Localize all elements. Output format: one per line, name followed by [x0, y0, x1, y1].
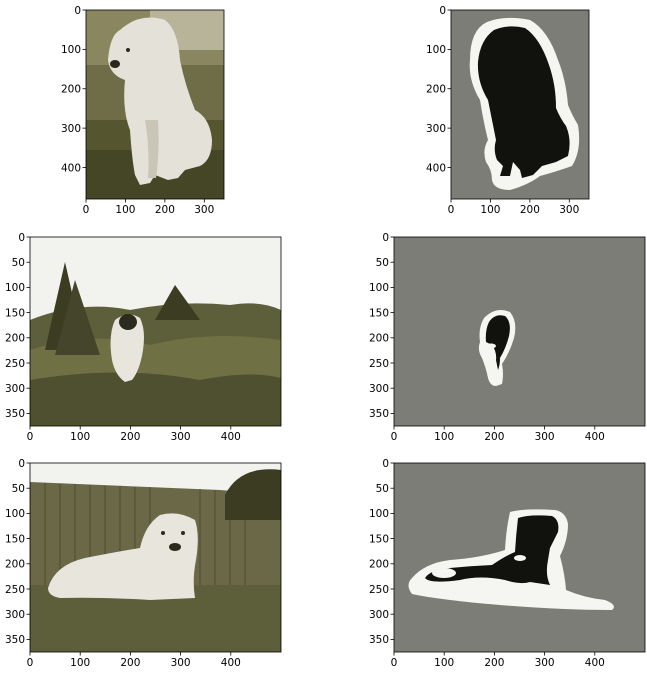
y-tick-label: 100: [5, 282, 25, 294]
photo-image-2: [30, 237, 281, 426]
x-tick-label: 400: [221, 657, 241, 669]
y-tick-label: 100: [369, 508, 389, 520]
y-tick-label: 100: [426, 44, 446, 56]
y-tick-label: 300: [369, 609, 389, 621]
y-tick-label: 0: [74, 5, 81, 17]
y-tick-label: 400: [61, 162, 81, 174]
y-tick-label: 150: [369, 307, 389, 319]
y-tick-label: 200: [369, 559, 389, 571]
panel-mask-3: 0 100 200 300 400 0 50 100 150 200 250 300 350: [369, 458, 646, 669]
y-tick-label: 350: [5, 634, 25, 646]
x-tick-label: 300: [535, 431, 555, 443]
x-tick-label: 0: [391, 431, 398, 443]
x-tick-label: 0: [448, 204, 455, 216]
x-tick-label: 300: [194, 204, 214, 216]
axes-frame: [450, 9, 590, 200]
axes-frame: [29, 462, 282, 653]
x-tick-label: 200: [484, 657, 504, 669]
y-tick-label: 300: [369, 383, 389, 395]
y-tick-label: 150: [369, 533, 389, 545]
x-tick-label: 100: [70, 657, 90, 669]
x-tick-label: 200: [520, 204, 540, 216]
axes-image-1: 0 100 200 300 0 100 200 300 400: [61, 5, 214, 216]
mask-image-2: [394, 237, 645, 426]
x-tick-label: 0: [391, 657, 398, 669]
x-tick-label: 200: [484, 431, 504, 443]
axes-image-2: 0 100 200 300 400 0 50 100 150 200 250 300 350: [5, 232, 241, 443]
x-tick-label: 300: [535, 657, 555, 669]
y-tick-label: 300: [5, 609, 25, 621]
panel-image-1: 0 100 200 300 0 100 200 300 400: [61, 5, 225, 216]
y-tick-label: 150: [5, 307, 25, 319]
y-tick-label: 300: [61, 123, 81, 135]
y-tick-label: 200: [426, 84, 446, 96]
y-tick-label: 200: [369, 333, 389, 345]
y-tick-label: 100: [369, 282, 389, 294]
panel-image-3: 0 100 200 300 400 0 50 100 150 200 250 300 350: [5, 458, 282, 669]
axes-frame: [85, 9, 225, 200]
x-tick-label: 100: [434, 431, 454, 443]
y-tick-label: 350: [5, 408, 25, 420]
y-tick-label: 0: [382, 458, 389, 470]
panel-mask-1: 0 100 200 300 0 100 200 300 400: [426, 5, 590, 216]
axes-frame: [393, 236, 646, 427]
x-tick-label: 300: [171, 431, 191, 443]
y-tick-label: 200: [5, 559, 25, 571]
y-tick-label: 350: [369, 408, 389, 420]
x-tick-label: 100: [480, 204, 500, 216]
mask-image-3: [394, 463, 645, 652]
y-tick-label: 300: [426, 123, 446, 135]
axes-frame: [29, 236, 282, 427]
y-tick-label: 100: [5, 508, 25, 520]
y-tick-label: 200: [61, 84, 81, 96]
x-tick-label: 0: [27, 431, 34, 443]
x-tick-label: 300: [559, 204, 579, 216]
y-tick-label: 400: [426, 162, 446, 174]
y-tick-label: 50: [12, 483, 25, 495]
y-tick-label: 300: [5, 383, 25, 395]
y-tick-label: 0: [382, 232, 389, 244]
axes-mask-2: 0 100 200 300 400 0 50 100 150 200 250 300 350: [369, 232, 605, 443]
y-tick-label: 50: [12, 257, 25, 269]
x-tick-label: 400: [221, 431, 241, 443]
axes-frame: [393, 462, 646, 653]
y-tick-label: 50: [376, 257, 389, 269]
y-tick-label: 150: [5, 533, 25, 545]
y-tick-label: 250: [5, 358, 25, 370]
axes-mask-3: 0 100 200 300 400 0 50 100 150 200 250 300 350: [369, 458, 605, 669]
x-tick-label: 400: [585, 431, 605, 443]
photo-image-1: [86, 10, 224, 199]
x-tick-label: 100: [115, 204, 135, 216]
y-tick-label: 0: [439, 5, 446, 17]
x-tick-label: 200: [120, 657, 140, 669]
x-tick-label: 0: [83, 204, 90, 216]
x-tick-label: 400: [585, 657, 605, 669]
panel-image-2: 0 100 200 300 400 0 50 100 150 200 250 300 350: [5, 232, 282, 443]
y-tick-label: 250: [369, 358, 389, 370]
axes-image-3: 0 100 200 300 400 0 50 100 150 200 250 300 350: [5, 458, 241, 669]
y-tick-label: 0: [18, 232, 25, 244]
axes-mask-1: 0 100 200 300 0 100 200 300 400: [426, 5, 579, 216]
y-tick-label: 200: [5, 333, 25, 345]
y-tick-label: 0: [18, 458, 25, 470]
x-tick-label: 300: [171, 657, 191, 669]
y-tick-label: 250: [369, 584, 389, 596]
y-tick-label: 100: [61, 44, 81, 56]
x-tick-label: 200: [155, 204, 175, 216]
y-tick-label: 250: [5, 584, 25, 596]
panel-mask-2: 0 100 200 300 400 0 50 100 150 200 250 300 350: [369, 232, 646, 443]
photo-image-3: [30, 463, 281, 652]
y-tick-label: 50: [376, 483, 389, 495]
x-tick-label: 200: [120, 431, 140, 443]
mask-image-1: [451, 10, 589, 199]
y-tick-label: 350: [369, 634, 389, 646]
x-tick-label: 100: [70, 431, 90, 443]
x-tick-label: 0: [27, 657, 34, 669]
x-tick-label: 100: [434, 657, 454, 669]
